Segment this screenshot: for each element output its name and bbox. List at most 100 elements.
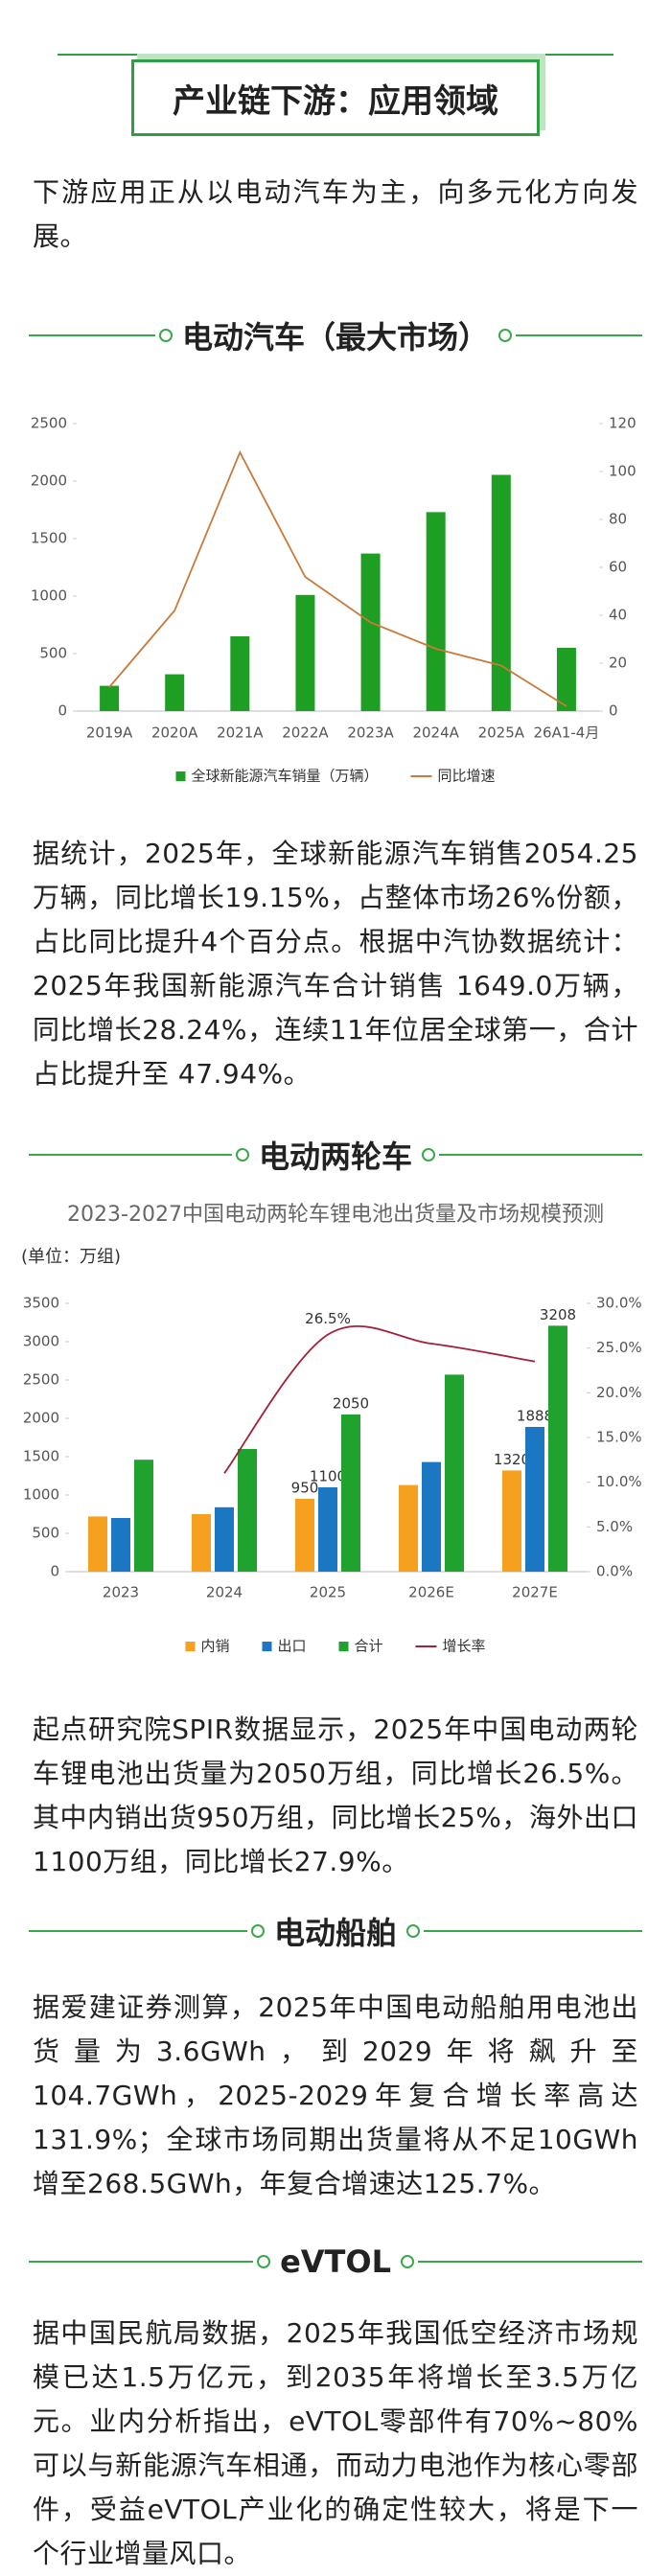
y-tick-label: 15.0%: [596, 1429, 642, 1446]
paragraph: 据统计，2025年，全球新能源汽车销售2054.25万辆，同比增长19.15%，…: [33, 838, 638, 1090]
legend-label: 同比增速: [438, 768, 496, 785]
y-tick-label: 1000: [31, 587, 67, 605]
paragraph: 据爱建证券测算，2025年中国电动船舶用电池出货量为3.6GWh，到2029年将…: [33, 1991, 638, 2199]
bar: [88, 1516, 107, 1572]
bar: [295, 1499, 314, 1572]
bar: [548, 1325, 567, 1572]
intro: 下游应用正从以电动汽车为主，向多元化方向发展。: [33, 176, 638, 252]
x-tick-label: 2025A: [478, 724, 525, 742]
heading-text: 电动汽车（最大市场）: [182, 319, 490, 356]
x-tick-label: 2020A: [151, 724, 198, 742]
bar: [422, 1461, 441, 1572]
chart: 2023-2027中国电动两轮车锂电池出货量及市场规模预测 (单位：万组) 0 500…: [21, 1203, 642, 1655]
data-label: 950: [291, 1480, 319, 1497]
y-tick-label: 5.0%: [596, 1518, 633, 1535]
bar: [318, 1487, 337, 1572]
x-tick-label: 26A1-4月: [534, 724, 600, 742]
x-tick-label: 2024A: [412, 724, 459, 742]
bar: [502, 1470, 521, 1572]
data-label: 2050: [333, 1395, 369, 1413]
x-tick-label: 2024: [206, 1584, 243, 1601]
bar: [426, 512, 446, 711]
y-tick-label: 1500: [31, 530, 67, 547]
legend-label: 增长率: [443, 1638, 486, 1655]
y-tick-label: 2000: [23, 1410, 59, 1427]
data-label: 1320: [494, 1451, 530, 1468]
section-heading: 电动船舶: [29, 1907, 643, 1955]
x-tick-label: 2023: [103, 1584, 139, 1601]
legend-label: 出口: [277, 1638, 306, 1655]
legend-swatch: [175, 771, 186, 781]
paragraph: 起点研究院SPIR数据显示，2025年中国电动两轮车锂电池出货量为2050万组，…: [33, 1714, 638, 1877]
data-label: 26.5%: [305, 1310, 351, 1327]
y-tick-label: 0: [50, 1563, 59, 1580]
line: [108, 449, 567, 707]
data-label: 3208: [540, 1306, 576, 1323]
heading-text: 电动两轮车: [259, 1138, 413, 1175]
page-title: 产业链下游：应用领域: [131, 59, 540, 136]
bar: [295, 594, 315, 711]
y-tick-label: 0.0%: [596, 1563, 633, 1580]
chart: 0 500 1000 1500 2000 2500 0 20 40 60 80 100 120 2019A…: [31, 415, 636, 785]
y-tick-label: 120: [609, 415, 636, 432]
x-tick-label: 2027E: [512, 1584, 558, 1601]
y-tick-label: 25.0%: [596, 1339, 642, 1356]
y-tick-label: 500: [32, 1525, 59, 1542]
y-tick-label: 1000: [23, 1486, 59, 1504]
y-tick-label: 20.0%: [596, 1384, 642, 1401]
section-heading: eVTOL: [29, 2238, 643, 2286]
data-label: 1100: [310, 1468, 346, 1485]
heading-text: 电动船舶: [274, 1915, 398, 1951]
heading-text: eVTOL: [280, 2243, 391, 2280]
x-tick-label: 2023A: [347, 724, 394, 742]
bar: [525, 1426, 544, 1572]
y-tick-label: 30.0%: [596, 1295, 642, 1312]
y-tick-label: 10.0%: [596, 1473, 642, 1490]
y-tick-label: 0: [58, 702, 67, 720]
y-tick-label: 80: [609, 511, 627, 528]
bar: [491, 474, 511, 711]
section-heading: 电动两轮车: [29, 1131, 643, 1179]
bar: [230, 636, 250, 711]
bar: [399, 1484, 418, 1572]
legend-swatch: [262, 1642, 272, 1651]
x-tick-label: 2021A: [217, 724, 264, 742]
chart-title: 2023-2027中国电动两轮车锂电池出货量及市场规模预测: [67, 1203, 604, 1227]
bar: [556, 648, 576, 711]
bar: [341, 1414, 360, 1572]
legend-swatch: [185, 1642, 196, 1651]
y-tick-label: 3500: [23, 1295, 59, 1312]
y-tick-label: 1500: [23, 1448, 59, 1465]
y-tick-label: 60: [609, 559, 627, 576]
x-tick-label: 2022A: [282, 724, 329, 742]
bar: [111, 1518, 130, 1572]
bar: [134, 1460, 153, 1572]
y-tick-label: 3000: [23, 1333, 59, 1350]
bar: [445, 1374, 464, 1572]
x-tick-label: 2026E: [408, 1584, 454, 1601]
line: [223, 1325, 536, 1474]
bar: [100, 685, 120, 711]
bar: [238, 1449, 257, 1572]
y-tick-label: 500: [39, 645, 67, 662]
bar: [215, 1506, 234, 1572]
legend-label: 合计: [355, 1638, 383, 1655]
bar: [360, 553, 381, 711]
bar: [165, 674, 185, 711]
legend-swatch: [338, 1642, 349, 1651]
legend-label: 全球新能源汽车销量（万辆）: [191, 768, 378, 785]
legend-label: 内销: [200, 1638, 229, 1655]
section-heading: 电动汽车（最大市场）: [29, 311, 643, 359]
x-tick-label: 2019A: [86, 724, 133, 742]
data-label: 1888: [517, 1407, 553, 1424]
unit-label: (单位：万组): [21, 1247, 121, 1267]
x-tick-label: 2025: [310, 1584, 346, 1601]
decor-line: [58, 54, 613, 56]
y-tick-label: 2000: [31, 472, 67, 490]
y-tick-label: 2500: [31, 415, 67, 432]
bar: [192, 1514, 211, 1572]
y-tick-label: 20: [609, 655, 627, 672]
y-tick-label: 100: [609, 463, 636, 480]
y-tick-label: 2500: [23, 1371, 59, 1389]
